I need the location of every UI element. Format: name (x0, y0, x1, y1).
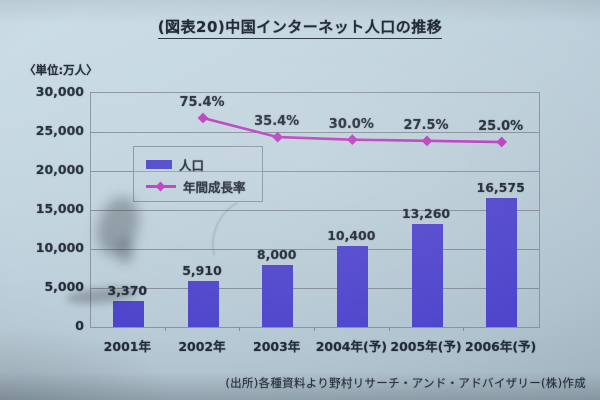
legend-population-label: 人口 (179, 157, 205, 173)
x-tick-label: 2002年 (178, 339, 226, 354)
gridline (91, 171, 539, 172)
population-bar (336, 246, 368, 327)
y-tick-label: 25,000 (35, 123, 84, 138)
legend-growth-label: 年間成長率 (183, 179, 246, 195)
x-tick-mark (239, 327, 241, 331)
gridline (91, 210, 539, 211)
population-bar (187, 281, 219, 327)
growth-rate-label: 35.4% (254, 114, 300, 130)
x-tick-label: 2004年(予) (315, 339, 387, 354)
growth-marker-diamond (421, 135, 433, 147)
gridline (91, 249, 539, 250)
y-tick-label: 30,000 (35, 84, 84, 99)
y-tick-label: 5,000 (44, 279, 84, 294)
y-tick-label: 15,000 (35, 201, 84, 216)
population-bar (112, 301, 144, 327)
population-bar (411, 224, 443, 327)
chart-title: (図表20)中国インターネット人口の推移 (0, 16, 600, 39)
bar-value-label: 5,910 (182, 263, 222, 278)
growth-marker-diamond (496, 136, 508, 148)
population-bar (262, 265, 294, 327)
population-swatch (146, 159, 172, 169)
x-tick-mark (164, 327, 166, 331)
growth-marker-diamond (272, 131, 284, 143)
plot-area (90, 92, 540, 328)
growth-rate-label: 25.0% (478, 119, 524, 135)
bar-value-label: 10,400 (327, 228, 376, 243)
growth-rate-label: 30.0% (328, 116, 374, 132)
bar-value-label: 13,260 (401, 206, 451, 221)
growth-marker-diamond (346, 134, 358, 146)
y-tick-label: 20,000 (35, 162, 84, 177)
chart-title-text: (図表20)中国インターネット人口の推移 (157, 18, 443, 39)
y-tick-label: 0 (75, 318, 84, 333)
growth-marker-diamond (197, 112, 209, 124)
x-tick-label: 2005年(予) (390, 339, 462, 354)
growth-line-chart (197, 112, 508, 148)
gridline (91, 132, 539, 133)
growth-diamond-icon (155, 181, 166, 191)
x-tick-mark (463, 327, 465, 331)
growth-line-sample (146, 181, 176, 191)
source-note: (出所)各種資料より野村リサーチ・アンド・アドバイザリー(株)作成 (225, 376, 586, 390)
unit-label: 〈単位:万人〉 (24, 63, 98, 77)
legend-row-growth: 年間成長率 (146, 179, 246, 195)
legend-row-population: 人口 (146, 157, 205, 173)
growth-rate-label: 27.5% (403, 117, 449, 133)
x-tick-label: 2003年 (253, 339, 301, 354)
bar-value-label: 16,575 (476, 180, 525, 195)
x-tick-mark (314, 327, 315, 331)
population-bar (486, 198, 518, 327)
y-tick-label: 10,000 (35, 240, 84, 255)
x-tick-label: 2001年 (103, 339, 151, 354)
x-tick-mark (388, 327, 390, 331)
chart-legend: 人口 年間成長率 (133, 146, 263, 202)
gridline (91, 288, 539, 289)
bar-value-label: 8,000 (256, 247, 297, 262)
growth-rate-label: 75.4% (179, 95, 225, 111)
bar-value-label: 3,370 (107, 283, 148, 298)
x-tick-label: 2006年(予) (465, 339, 537, 354)
